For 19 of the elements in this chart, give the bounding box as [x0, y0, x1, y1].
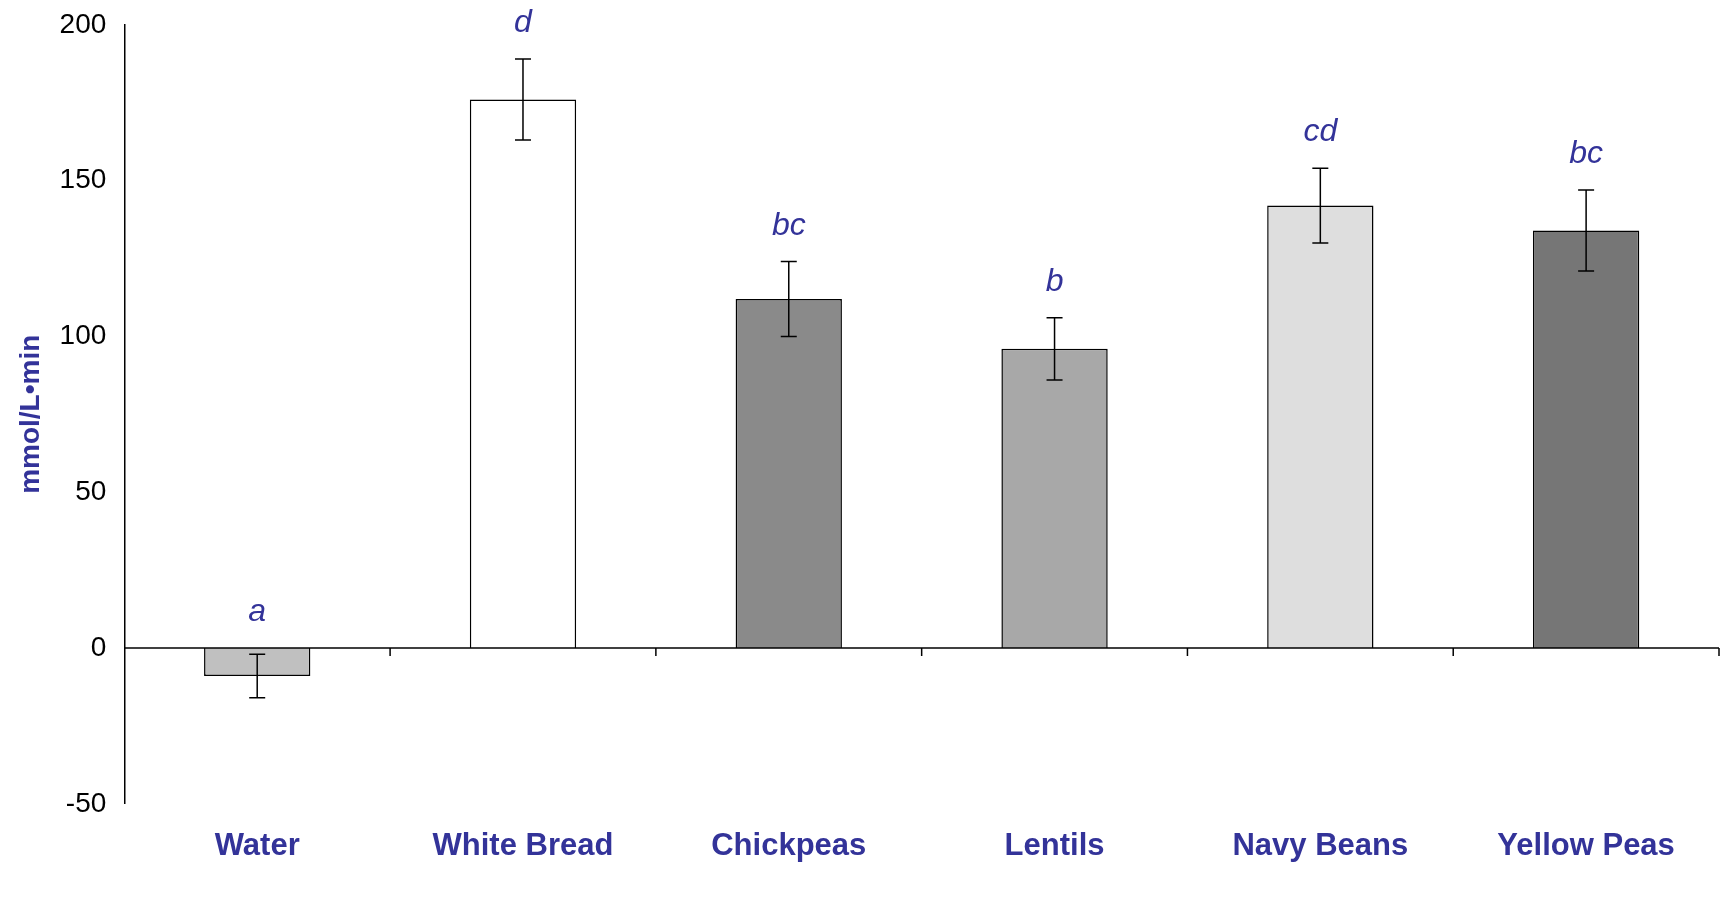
y-axis-title: mmol/L•min [13, 334, 45, 494]
annotation: cd [1303, 112, 1339, 149]
x-tick-label: Yellow Peas [1497, 826, 1675, 862]
annotation: d [514, 2, 534, 39]
x-tick-label: Navy Beans [1232, 826, 1409, 862]
y-tick-label: -50 [65, 786, 107, 818]
y-tick-label: 200 [59, 7, 107, 39]
annotation: b [1045, 261, 1064, 298]
annotation: bc [1569, 133, 1604, 170]
y-tick-label: 100 [59, 319, 107, 351]
annotation: bc [771, 205, 806, 242]
y-tick-label: 50 [75, 474, 107, 506]
x-tick-label: Water [214, 826, 300, 862]
x-tick-label: White Bread [432, 826, 614, 862]
y-tick-label: 150 [59, 163, 107, 195]
x-tick-label: Lentils [1004, 826, 1105, 862]
annotation: a [248, 591, 267, 628]
x-tick-label: Chickpeas [711, 826, 867, 862]
y-tick-label: 0 [90, 630, 107, 662]
